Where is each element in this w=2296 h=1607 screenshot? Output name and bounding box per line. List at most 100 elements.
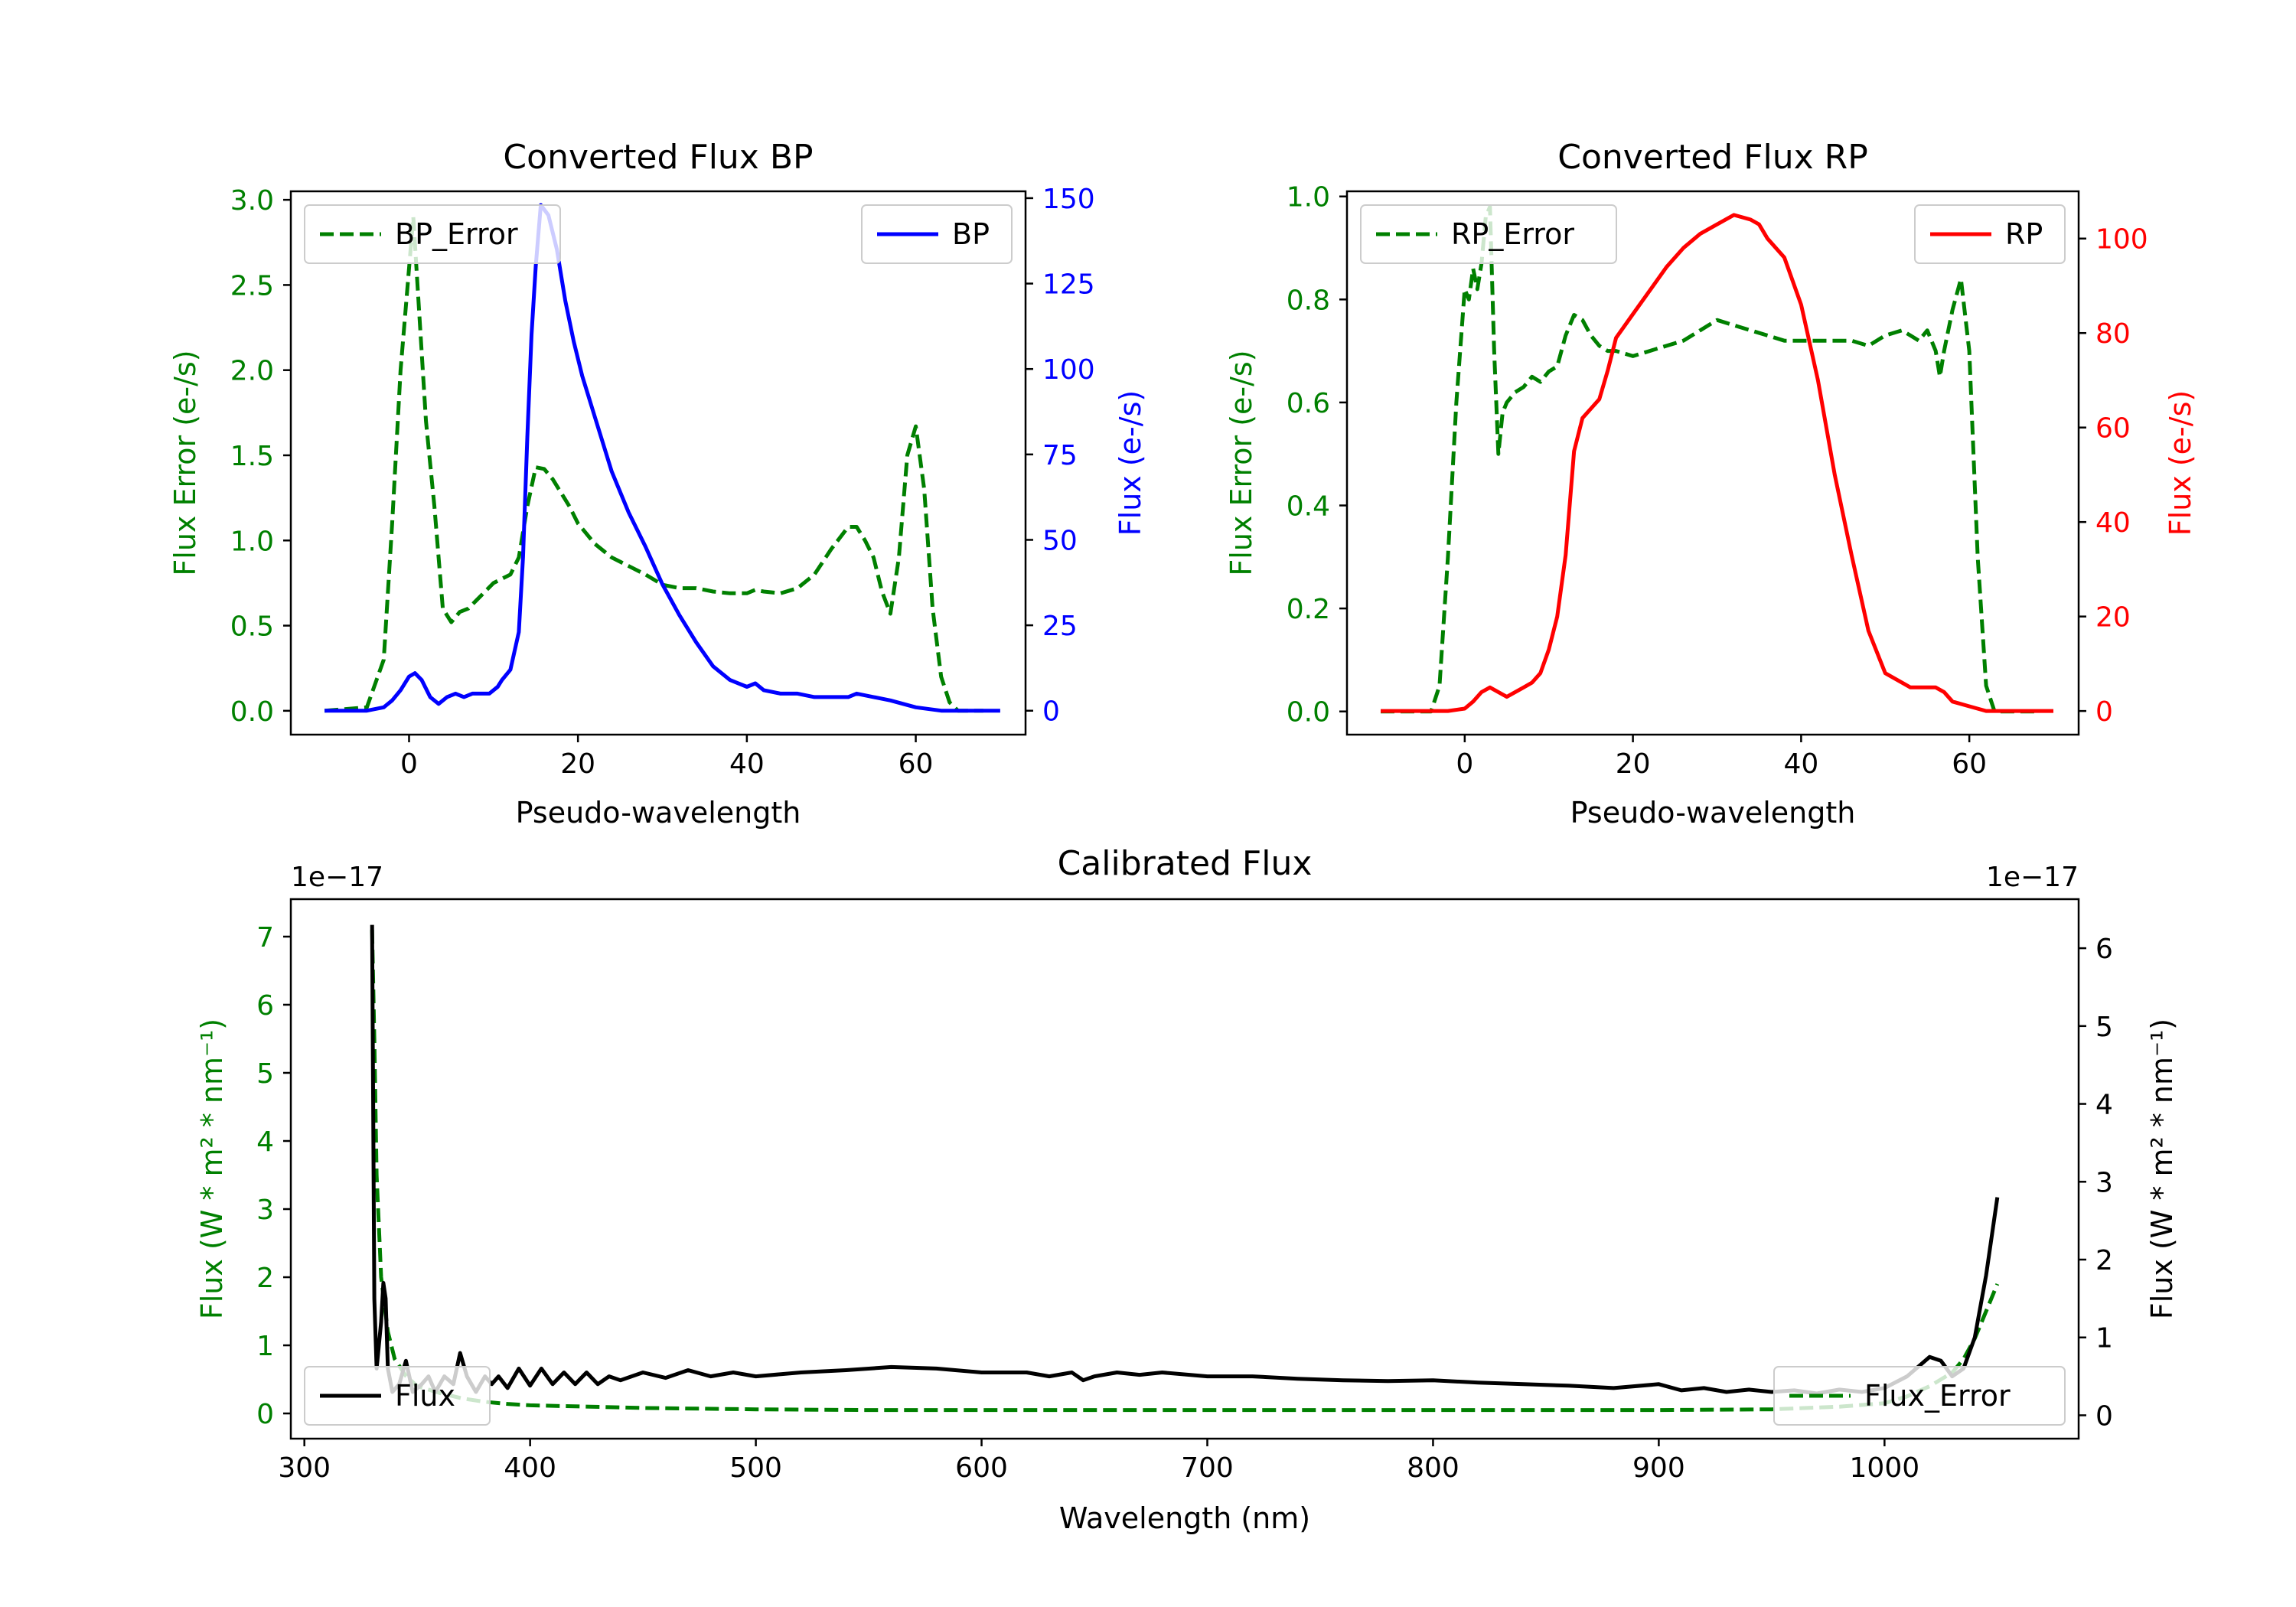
left-axis-label: Flux Error (e-/s) xyxy=(1225,350,1258,575)
right-tick-label: 0 xyxy=(2095,1400,2113,1432)
right-tick-label: 2 xyxy=(2095,1245,2113,1276)
left-axis-label: Flux (W * m² * nm⁻¹) xyxy=(195,1019,229,1319)
x-tick-label: 900 xyxy=(1632,1452,1685,1484)
right-tick-label: 4 xyxy=(2095,1090,2113,1121)
right-axis-label: Flux (e-/s) xyxy=(2164,390,2197,536)
legend-label: BP xyxy=(952,217,990,251)
x-tick-label: 0 xyxy=(400,748,418,780)
legend-label: RP_Error xyxy=(1451,217,1574,251)
x-tick-label: 600 xyxy=(955,1452,1008,1484)
left-tick-label: 0.0 xyxy=(230,696,274,728)
chart-converted-flux-bp: Converted Flux BP 0 20 40 60 Pseudo-wavelengt… xyxy=(168,138,1147,830)
x-tick-label: 40 xyxy=(729,748,765,780)
plot-frame xyxy=(289,898,2080,1440)
right-tick-label: 5 xyxy=(2095,1012,2113,1043)
right-tick-label: 80 xyxy=(2095,318,2131,350)
right-tick-label: 100 xyxy=(1042,354,1095,386)
chart-calibrated-flux: Calibrated Flux 300 400 500 600 700 800 900 1000… xyxy=(195,844,2179,1535)
series-line-bp-error xyxy=(324,214,983,713)
x-tick-label: 700 xyxy=(1181,1452,1234,1484)
left-tick-label: 0.0 xyxy=(1287,697,1330,729)
x-tick-label: 60 xyxy=(1952,748,1987,780)
right-tick-label: 60 xyxy=(2095,413,2131,445)
chart-title: Converted Flux RP xyxy=(1557,138,1868,177)
left-tick-label: 0.2 xyxy=(1287,594,1330,625)
right-tick-label: 1 xyxy=(2095,1323,2113,1354)
right-tick-label: 75 xyxy=(1042,440,1078,471)
right-tick-label: 0 xyxy=(1042,696,1060,728)
right-tick-label: 3 xyxy=(2095,1167,2113,1198)
legend-label: RP xyxy=(2005,217,2043,251)
x-tick-label: 500 xyxy=(729,1452,782,1484)
left-tick-label: 1.5 xyxy=(230,441,274,472)
right-tick-label: 25 xyxy=(1042,611,1078,642)
legend-box xyxy=(1360,204,1617,264)
chart-title: Converted Flux BP xyxy=(503,138,813,177)
right-tick-label: 40 xyxy=(2095,507,2131,539)
left-tick-label: 3.0 xyxy=(230,185,274,217)
x-tick-label: 1000 xyxy=(1850,1452,1920,1484)
right-tick-label: 150 xyxy=(1042,184,1095,215)
right-tick-label: 125 xyxy=(1042,269,1095,301)
legend-box xyxy=(304,1366,491,1426)
series-line-flux-error xyxy=(370,930,2000,1413)
legend-bp: BP xyxy=(861,204,1013,264)
left-tick-label: 0.8 xyxy=(1287,285,1330,316)
left-axis-label: Flux Error (e-/s) xyxy=(168,350,202,575)
legend-label: BP_Error xyxy=(395,217,518,251)
left-tick-label: 0.5 xyxy=(230,611,274,643)
series-line-rp-error xyxy=(1381,204,2037,714)
plot-area xyxy=(1381,204,2053,714)
right-axis-label: Flux (e-/s) xyxy=(1114,390,1147,536)
legend-rp: RP xyxy=(1914,204,2066,264)
right-tick-label: 0 xyxy=(2095,696,2113,728)
left-tick-label: 6 xyxy=(256,990,274,1022)
x-tick-label: 300 xyxy=(278,1452,331,1484)
left-axis-offset: 1e−17 xyxy=(291,862,383,893)
right-tick-label: 6 xyxy=(2095,934,2113,965)
left-tick-label: 4 xyxy=(256,1126,274,1158)
x-tick-label: 20 xyxy=(1616,748,1651,780)
legend-label: Flux_Error xyxy=(1864,1379,2011,1413)
series-line-bp xyxy=(325,203,1000,713)
legend-rp-error: RP_Error xyxy=(1360,204,1617,264)
chart-converted-flux-rp: Converted Flux RP 0 20 40 60 Pseudo-wavelengt… xyxy=(1225,138,2197,830)
left-tick-label: 1 xyxy=(256,1331,274,1362)
legend-flux: Flux xyxy=(304,1366,491,1426)
legend-bp-error: BP_Error xyxy=(304,204,561,264)
right-axis-label: Flux (W * m² * nm⁻¹) xyxy=(2145,1019,2179,1319)
left-tick-label: 5 xyxy=(256,1058,274,1090)
left-tick-label: 2 xyxy=(256,1263,274,1294)
series-line-flux xyxy=(370,924,2000,1396)
plot-area xyxy=(324,203,1000,713)
x-tick-label: 40 xyxy=(1783,748,1818,780)
plot-frame xyxy=(289,190,1027,736)
left-tick-label: 0.4 xyxy=(1287,491,1330,523)
left-tick-label: 3 xyxy=(256,1195,274,1226)
left-tick-label: 0.6 xyxy=(1287,388,1330,419)
left-tick-label: 7 xyxy=(256,922,274,953)
legend-label: Flux xyxy=(395,1379,455,1413)
legend-flux-error: Flux_Error xyxy=(1773,1366,2066,1426)
x-tick-label: 800 xyxy=(1407,1452,1459,1484)
plot-frame xyxy=(1345,190,2080,736)
x-tick-label: 60 xyxy=(899,748,934,780)
x-axis-label: Pseudo-wavelength xyxy=(1570,796,1856,830)
x-tick-label: 400 xyxy=(504,1452,556,1484)
x-tick-label: 0 xyxy=(1456,748,1473,780)
right-tick-label: 20 xyxy=(2095,602,2131,634)
chart-title: Calibrated Flux xyxy=(1058,844,1313,883)
legend-box xyxy=(1773,1366,2066,1426)
series-line-rp xyxy=(1381,213,2053,713)
left-tick-label: 2.0 xyxy=(230,356,274,387)
left-tick-label: 1.0 xyxy=(230,526,274,557)
x-axis-label: Pseudo-wavelength xyxy=(516,796,801,830)
right-axis-offset: 1e−17 xyxy=(1986,862,2079,893)
plot-area xyxy=(370,924,2000,1413)
x-axis-label: Wavelength (nm) xyxy=(1059,1501,1310,1535)
left-tick-label: 2.5 xyxy=(230,270,274,302)
legend-box xyxy=(304,204,561,264)
right-tick-label: 100 xyxy=(2095,224,2148,256)
x-tick-label: 20 xyxy=(560,748,595,780)
